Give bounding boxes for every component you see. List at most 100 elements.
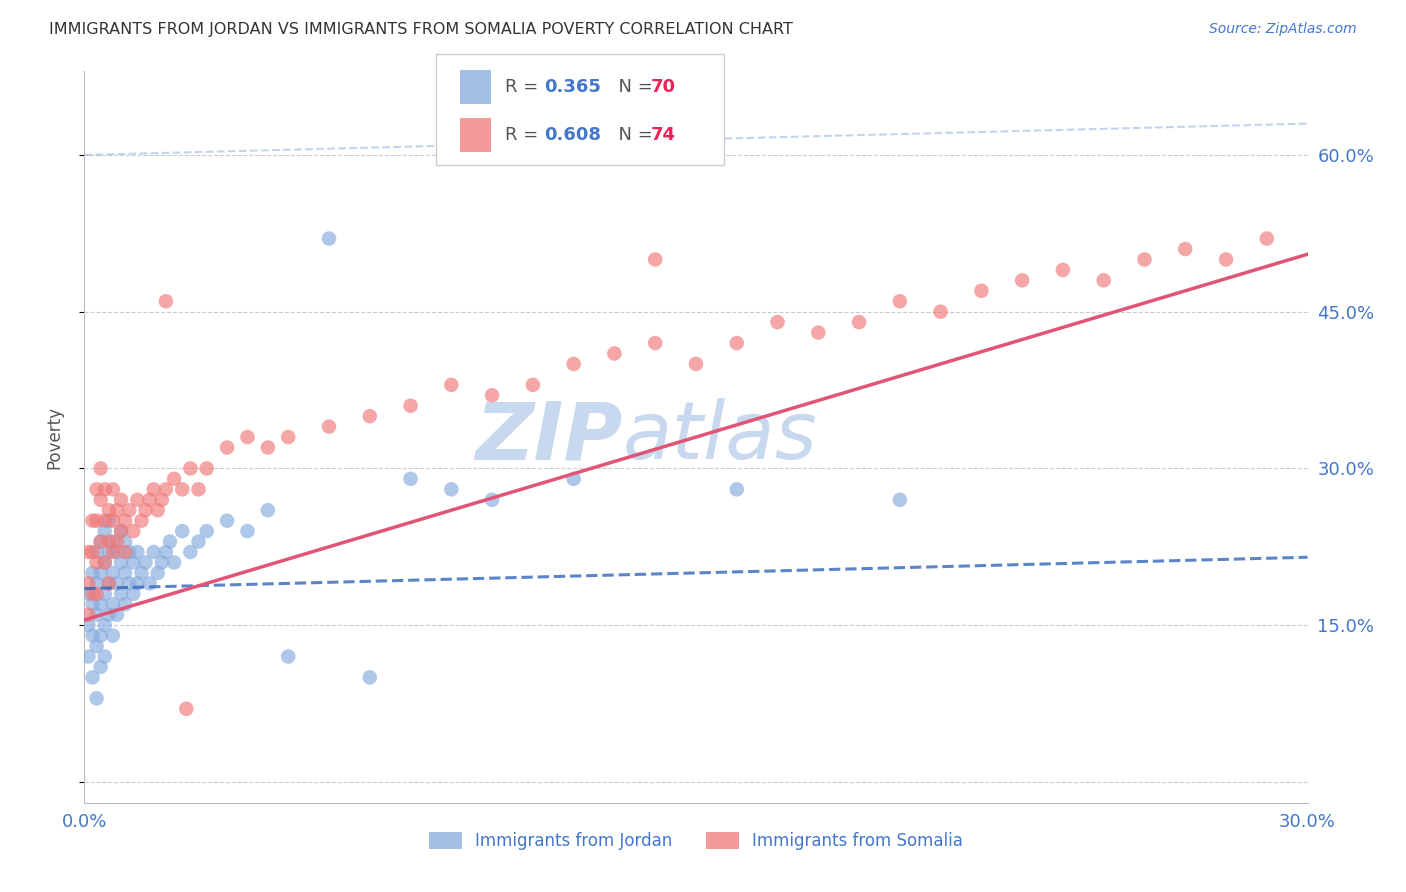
Point [725,336,748,351]
Point [150,492,173,507]
Point [82,597,104,611]
Point [97,503,120,517]
Point [77,618,100,632]
Point [1011,273,1033,287]
Text: 0.365: 0.365 [544,78,600,95]
Point [110,587,132,601]
Point [562,357,585,371]
Point [97,576,120,591]
Point [93,649,115,664]
Point [101,629,124,643]
Point [114,534,136,549]
Point [179,461,201,475]
Point [114,514,136,528]
Point [118,545,141,559]
Point [257,503,280,517]
Point [90,660,112,674]
Point [101,597,124,611]
Point [359,670,381,684]
Point [848,315,870,329]
Point [101,566,124,580]
Point [93,514,115,528]
Point [172,483,194,497]
Point [277,430,299,444]
Point [725,483,748,497]
Point [155,294,177,309]
Point [807,326,830,340]
Point [440,377,463,392]
Point [970,284,993,298]
Point [889,492,911,507]
Text: IMMIGRANTS FROM JORDAN VS IMMIGRANTS FROM SOMALIA POVERTY CORRELATION CHART: IMMIGRANTS FROM JORDAN VS IMMIGRANTS FRO… [49,22,793,37]
Point [101,534,124,549]
Point [138,492,160,507]
Point [86,691,108,706]
Point [86,576,108,591]
Point [77,587,100,601]
Point [101,514,124,528]
Point [127,576,149,591]
Point [685,357,707,371]
Point [90,629,112,643]
Point [90,461,112,475]
Point [217,514,239,528]
Point [142,545,165,559]
Point [163,556,186,570]
Point [236,430,259,444]
Point [105,607,128,622]
Point [101,483,124,497]
Legend: Immigrants from Jordan, Immigrants from Somalia: Immigrants from Jordan, Immigrants from … [422,825,970,856]
Point [359,409,381,424]
Point [195,461,218,475]
Point [105,534,128,549]
Point [93,524,115,538]
Point [187,483,209,497]
Point [114,566,136,580]
Point [195,524,218,538]
Point [82,587,104,601]
Point [110,524,132,538]
Point [86,639,108,653]
Point [929,304,952,318]
Point [105,576,128,591]
Point [86,607,108,622]
Point [217,441,239,455]
Point [1256,231,1278,245]
Point [118,503,141,517]
Point [127,545,149,559]
Point [90,534,112,549]
Point [90,492,112,507]
Point [644,336,666,351]
Point [889,294,911,309]
Point [93,556,115,570]
Point [440,483,463,497]
Point [1215,252,1237,267]
Point [172,524,194,538]
Point [138,576,160,591]
Point [97,607,120,622]
Text: N =: N = [607,78,659,95]
Point [135,556,157,570]
Point [90,534,112,549]
Text: 70: 70 [651,78,676,95]
Point [131,566,153,580]
Point [101,545,124,559]
Point [82,670,104,684]
Point [118,576,141,591]
Point [97,576,120,591]
Point [110,556,132,570]
Point [86,483,108,497]
Point [481,388,503,402]
Point [257,441,280,455]
Text: R =: R = [505,78,544,95]
Point [97,514,120,528]
Point [187,534,209,549]
Point [90,566,112,580]
Point [105,503,128,517]
Point [122,587,145,601]
Point [481,492,503,507]
Point [114,545,136,559]
Point [93,556,115,570]
Point [114,597,136,611]
Point [766,315,789,329]
